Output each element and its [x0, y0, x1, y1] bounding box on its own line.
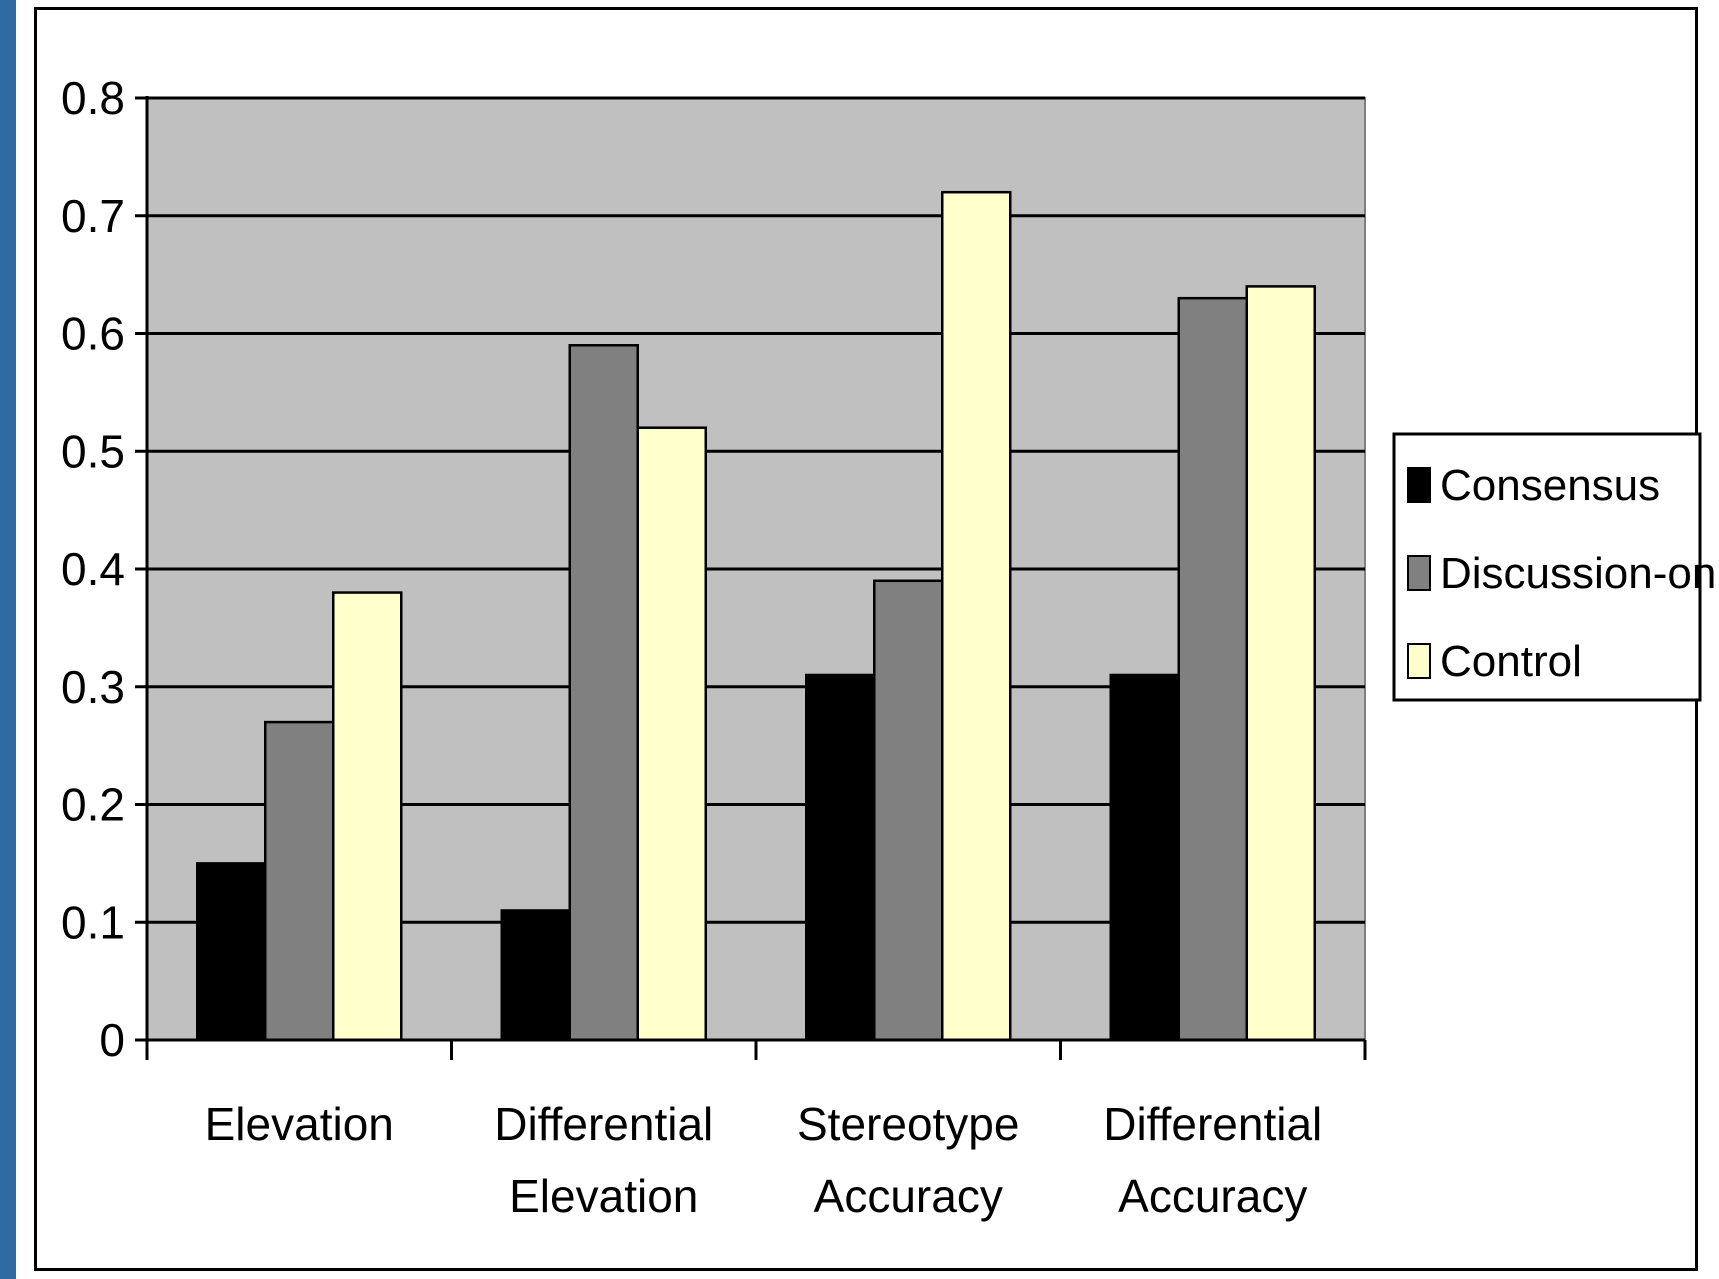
x-category-label: Stereotype [797, 1098, 1019, 1150]
bar-control-2 [941, 190, 1012, 1042]
left-accent-strip [0, 0, 16, 1279]
legend-label: Discussion-only [1440, 549, 1719, 598]
legend-box [1392, 432, 1702, 702]
x-category-label: Differential [494, 1098, 713, 1150]
bar-consensus-2 [805, 673, 876, 1042]
bar-discussion-only-1 [568, 344, 639, 1042]
y-tick-label: 0.5 [61, 425, 125, 477]
legend-swatch [1407, 555, 1431, 591]
bar-discussion-only-3 [1177, 296, 1248, 1042]
y-tick-label: 0.4 [61, 543, 125, 595]
y-tick-label: 0.3 [61, 661, 125, 713]
x-category-label: Elevation [509, 1170, 698, 1222]
y-tick-label: 0.6 [61, 308, 125, 360]
legend-swatch [1407, 643, 1431, 679]
bar-control-0 [332, 591, 403, 1042]
bar-discussion-only-2 [873, 579, 944, 1042]
bar-consensus-1 [500, 909, 571, 1042]
bar-discussion-only-0 [264, 720, 335, 1042]
bar-control-1 [636, 426, 707, 1042]
y-tick-label: 0.7 [61, 190, 125, 242]
x-category-label: Accuracy [1118, 1170, 1307, 1222]
bar-control-3 [1245, 285, 1316, 1042]
x-category-label: Differential [1103, 1098, 1322, 1150]
y-tick-label: 0.1 [61, 896, 125, 948]
y-tick-label: 0.8 [61, 72, 125, 124]
bar-consensus-0 [196, 862, 267, 1042]
bar-consensus-3 [1109, 673, 1180, 1042]
y-tick-label: 0 [99, 1014, 125, 1066]
legend-label: Consensus [1440, 461, 1660, 510]
legend-swatch [1407, 467, 1431, 503]
legend-label: Control [1440, 637, 1582, 686]
x-category-label: Elevation [205, 1098, 394, 1150]
y-tick-label: 0.2 [61, 779, 125, 831]
x-category-label: Accuracy [814, 1170, 1003, 1222]
